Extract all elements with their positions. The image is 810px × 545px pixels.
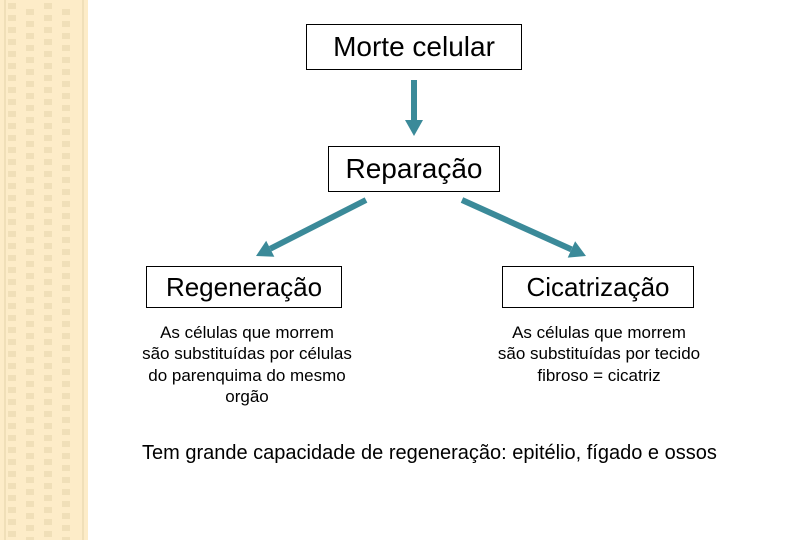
decorative-sidebar (0, 0, 88, 540)
diagram-canvas: Morte celular Reparação Regeneração Cica… (88, 0, 810, 540)
sidebar-pattern (0, 0, 88, 540)
arrows-layer (88, 0, 810, 540)
